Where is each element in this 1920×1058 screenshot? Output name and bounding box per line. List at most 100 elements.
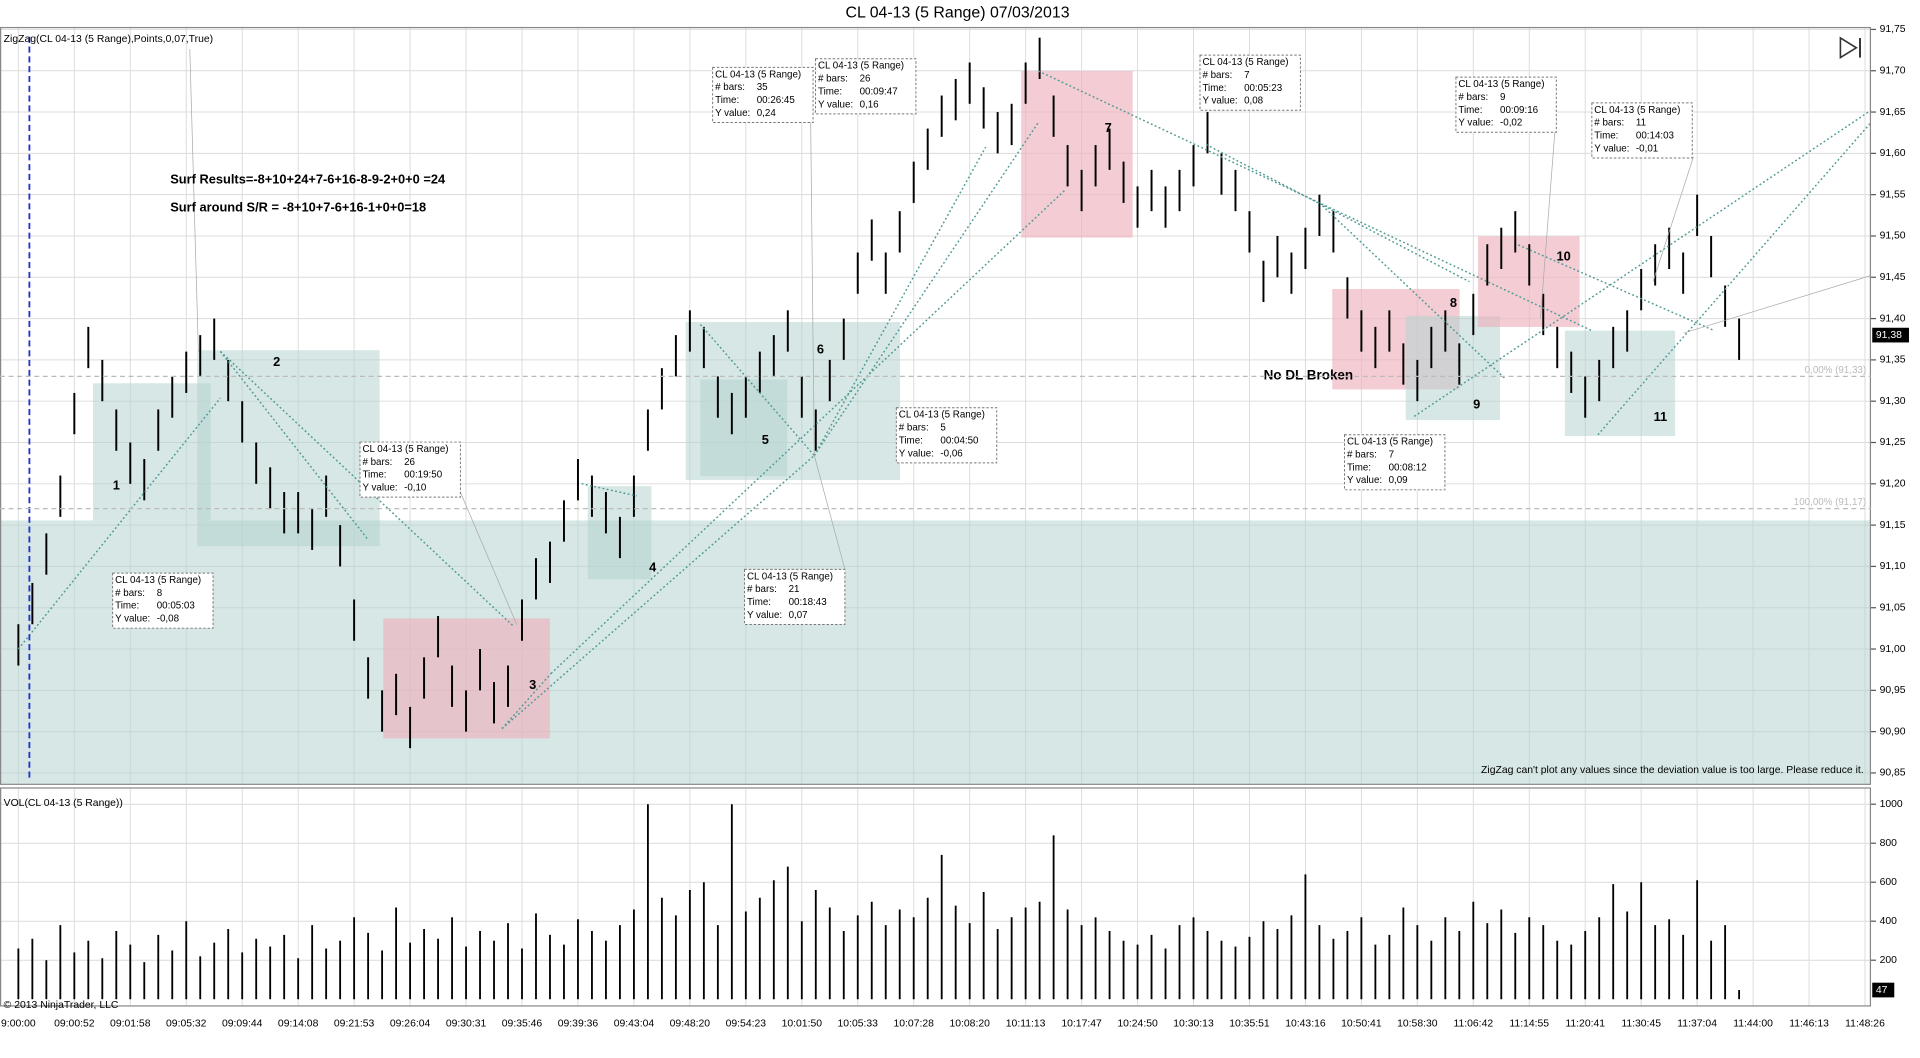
x-tick-label: 09:39:36 (558, 1018, 599, 1029)
callout-box (1344, 434, 1446, 491)
callout-key: # bars: (899, 423, 929, 434)
callout-value: 00:18:43 (789, 597, 828, 608)
callout-value: 7 (1244, 70, 1249, 81)
callout-key: # bars: (1347, 450, 1377, 461)
y-tick-label: 91,35 (1880, 355, 1906, 366)
callout-value: 00:14:03 (1636, 131, 1675, 142)
y-tick-label: 91,50 (1880, 231, 1906, 242)
callout-key: Time: (715, 95, 739, 106)
callout-value: 00:08:12 (1389, 462, 1427, 473)
x-tick-label: 9:00:00 (1, 1018, 36, 1029)
callout-value: 21 (789, 584, 800, 595)
y-tick-label: 91,75 (1880, 24, 1906, 35)
callout-key: # bars: (747, 584, 777, 595)
callout-value: 00:04:50 (940, 435, 979, 446)
last-volume-tag (1872, 982, 1895, 998)
callout-box (1591, 102, 1693, 159)
x-tick-label: 09:43:04 (614, 1018, 655, 1029)
x-tick-label: 11:06:42 (1453, 1018, 1493, 1029)
zone-label: 11 (1654, 409, 1668, 424)
callout-value: -0,10 (404, 483, 427, 494)
callout-value: 11 (1636, 118, 1646, 129)
x-tick-label: 10:58:30 (1397, 1018, 1438, 1029)
callout-box (815, 58, 917, 115)
y-tick-label: 600 (1880, 877, 1898, 888)
x-tick-label: 11:48:26 (1845, 1018, 1885, 1029)
x-tick-label: 10:30:13 (1173, 1018, 1214, 1029)
x-tick-label: 11:30:45 (1621, 1018, 1661, 1029)
callout-key: Y value: (715, 108, 750, 119)
x-tick-label: 11:46:13 (1789, 1018, 1829, 1029)
callout-value: 9 (1500, 92, 1505, 103)
zone-label: 7 (1105, 120, 1112, 135)
x-tick-label: 09:35:46 (502, 1018, 543, 1029)
callout-value: 0,07 (789, 610, 808, 621)
volume-panel-frame (0, 787, 1872, 1007)
callout-value: 0,09 (1389, 475, 1408, 486)
callout-value: 26 (404, 457, 415, 468)
callout-key: Y value: (1458, 118, 1493, 129)
x-tick-label: 09:26:04 (390, 1018, 431, 1029)
callout-key: # bars: (362, 457, 392, 468)
y-tick-label: 91,30 (1880, 396, 1906, 407)
y-tick-label: 90,90 (1880, 726, 1906, 737)
x-tick-label: 09:48:20 (670, 1018, 711, 1029)
y-tick-label: 200 (1880, 955, 1898, 966)
callout-title: CL 04-13 (5 Range) (899, 410, 985, 421)
support-band (0, 520, 1872, 784)
zone-label: 2 (273, 354, 280, 369)
callout-value: 7 (1389, 450, 1394, 461)
zone-label: 6 (817, 342, 824, 357)
x-tick-label: 09:09:44 (222, 1018, 263, 1029)
callout-value: -0,01 (1636, 143, 1658, 154)
level-label: 0,00% (91,33) (1805, 365, 1866, 376)
zone-box (1021, 71, 1133, 238)
x-tick-label: 11:44:00 (1733, 1018, 1773, 1029)
x-tick-label: 09:14:08 (278, 1018, 319, 1029)
x-tick-label: 09:01:58 (110, 1018, 151, 1029)
bar-layer (17, 37, 1741, 1000)
callout-title: CL 04-13 (5 Range) (715, 69, 801, 80)
x-tick-label: 10:35:51 (1229, 1018, 1270, 1029)
callout-box (712, 66, 814, 123)
callout-box (359, 441, 461, 498)
callout-key: Time: (362, 470, 386, 481)
last-price-label: 91,38 (1876, 330, 1902, 341)
annotation: No DL Broken (1264, 368, 1353, 383)
callout-title: CL 04-13 (5 Range) (1458, 79, 1544, 90)
y-tick-label: 91,00 (1880, 644, 1906, 655)
callout-key: # bars: (1594, 118, 1624, 129)
x-tick-label: 09:00:52 (54, 1018, 95, 1029)
callout-title: CL 04-13 (5 Range) (362, 444, 448, 455)
callout-value: 0,24 (757, 108, 777, 119)
zone-box (1405, 315, 1500, 421)
zone-box (1564, 330, 1676, 436)
callout-key: Time: (1458, 105, 1482, 116)
callout-value: 00:26:45 (757, 95, 796, 106)
x-tick-label: 11:20:41 (1565, 1018, 1605, 1029)
callout-box (112, 572, 214, 629)
callout-key: # bars: (115, 588, 145, 599)
x-tick-label: 10:50:41 (1341, 1018, 1382, 1029)
callout-key: Y value: (362, 483, 397, 494)
x-tick-label: 10:07:28 (893, 1018, 934, 1029)
callout-key: Time: (1594, 131, 1618, 142)
zone-label: 8 (1450, 295, 1457, 310)
callout-key: # bars: (715, 82, 745, 93)
callout-key: # bars: (818, 74, 848, 85)
callout-box (1199, 54, 1301, 111)
y-tick-label: 91,25 (1880, 437, 1906, 448)
zone-label: 10 (1557, 249, 1571, 264)
callout-value: 26 (860, 74, 871, 85)
callout-value: -0,06 (940, 448, 963, 459)
callout-key: Y value: (1202, 96, 1237, 107)
last-volume-label: 47 (1876, 985, 1888, 996)
y-tick-label: 91,15 (1880, 520, 1906, 531)
x-tick-label: 09:30:31 (446, 1018, 487, 1029)
zone-box (93, 383, 211, 521)
y-tick-label: 400 (1880, 916, 1898, 927)
play-icon[interactable] (1839, 36, 1861, 59)
callout-title: CL 04-13 (5 Range) (747, 571, 833, 582)
callout-title: CL 04-13 (5 Range) (1347, 437, 1433, 448)
annotation: Surf around S/R = -8+10+7-6+16-1+0+0=18 (170, 200, 426, 215)
